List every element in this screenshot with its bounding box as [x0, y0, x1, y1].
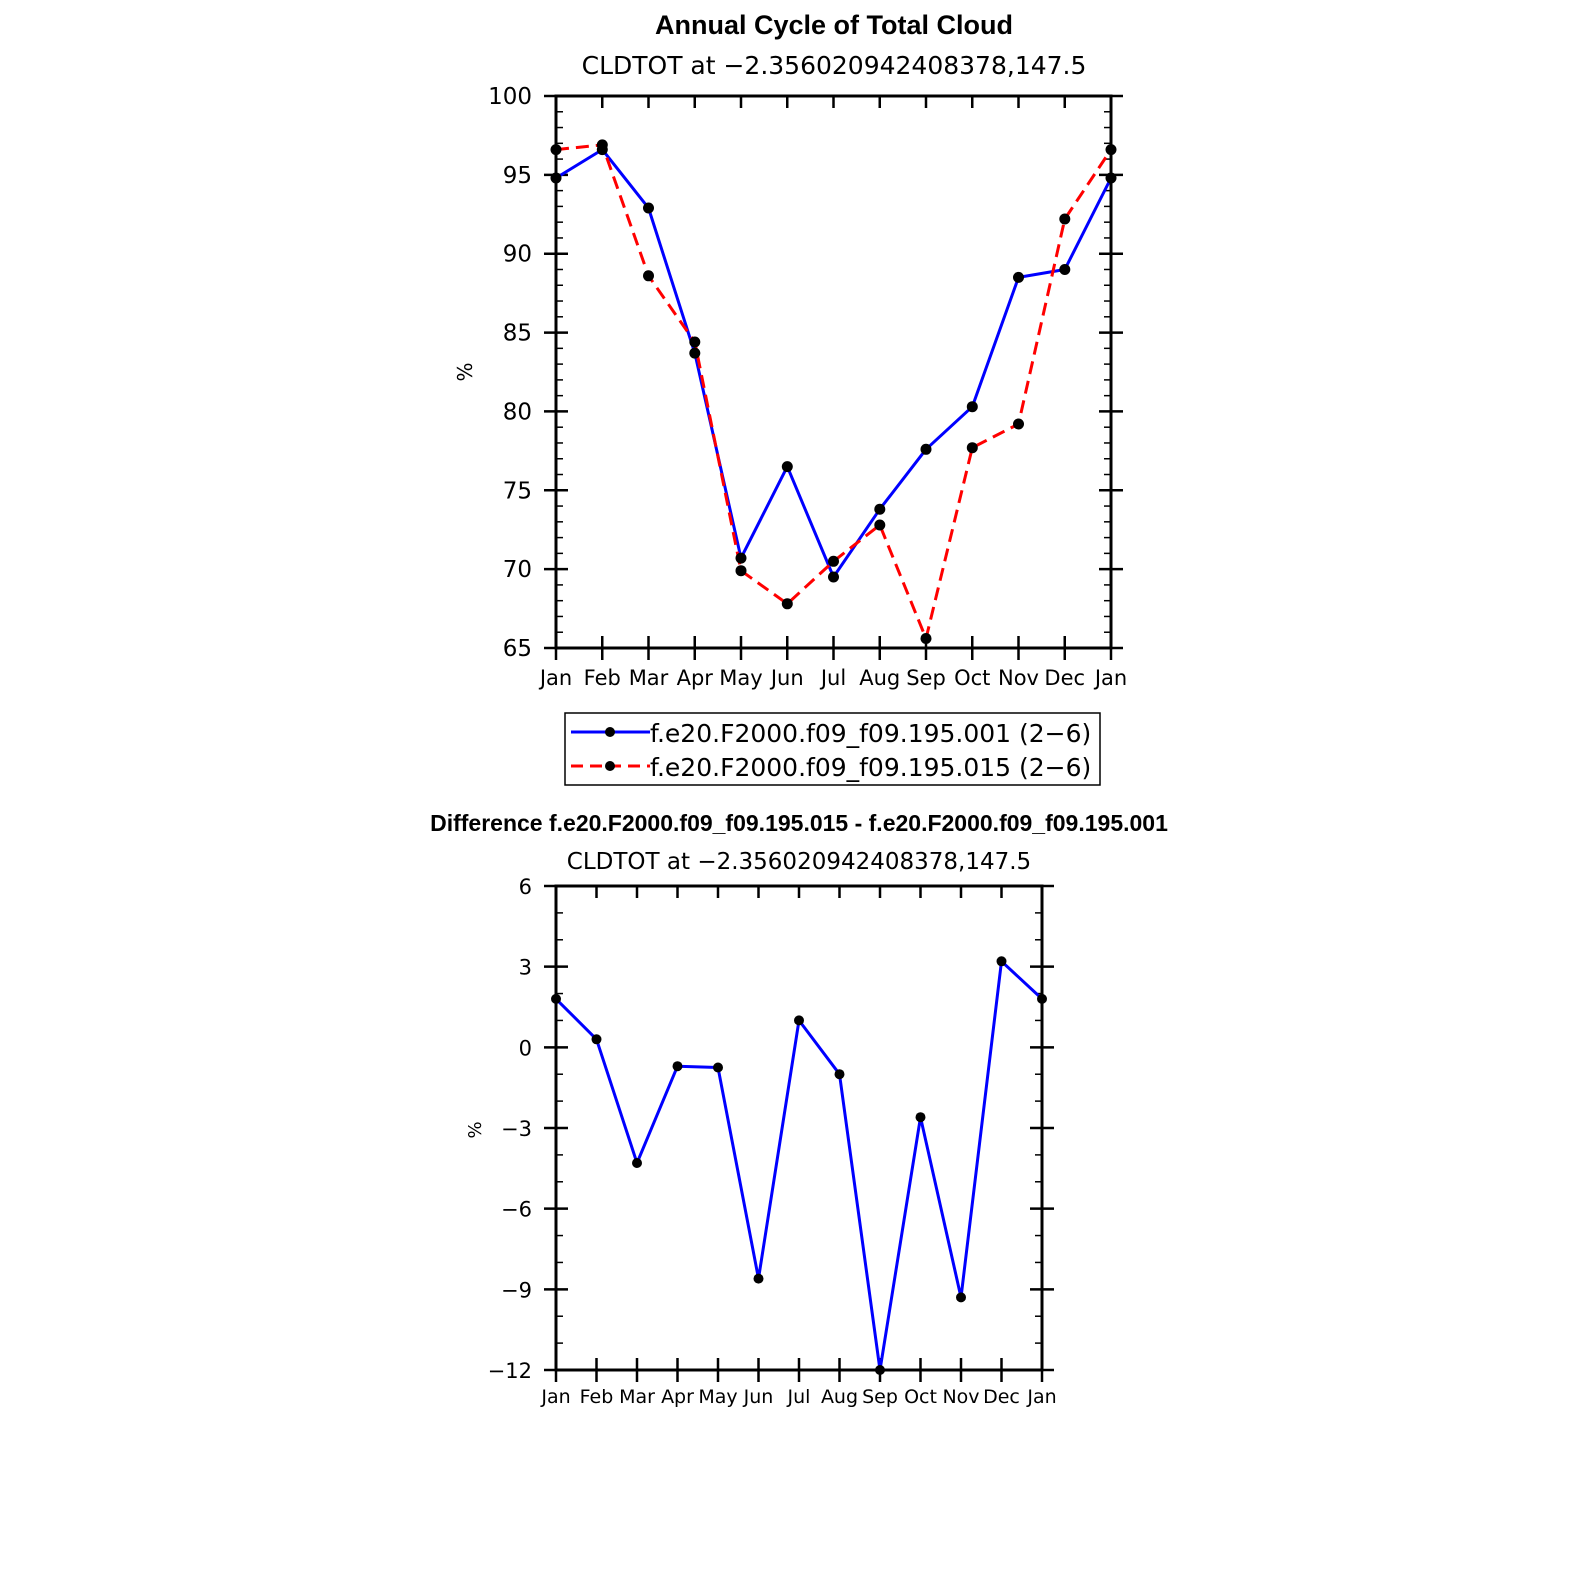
y-tick-label: −12 [488, 1359, 532, 1383]
legend-label-1: f.e20.F2000.f09_f09.195.001 (2−6) [650, 719, 1091, 748]
x-tick-label: Aug [859, 666, 900, 690]
data-point [966, 401, 978, 413]
data-point [1059, 264, 1071, 275]
x-tick-label: Jul [787, 1386, 811, 1408]
legend: f.e20.F2000.f09_f09.195.001 (2−6) f.e20.… [564, 712, 1101, 786]
y-tick-label: 100 [488, 84, 532, 110]
data-point [643, 270, 654, 282]
x-tick-label: Apr [677, 666, 714, 690]
data-point [643, 202, 654, 214]
y-tick-label: 3 [519, 956, 532, 980]
data-point [591, 1034, 602, 1045]
series-markers [550, 139, 1117, 644]
x-tick-label: Dec [1044, 666, 1085, 690]
axes-ticks [544, 884, 1054, 1382]
x-tick-label: Mar [619, 1386, 655, 1408]
data-point [828, 571, 839, 583]
x-tick-label: Jul [819, 666, 846, 690]
x-tick-label: Jun [769, 666, 804, 690]
data-point [834, 1069, 845, 1080]
x-tick-label: May [719, 666, 762, 690]
data-point [1013, 271, 1024, 283]
x-tick-label: Feb [584, 666, 621, 690]
data-point [966, 442, 978, 454]
data-point [874, 519, 886, 531]
x-tick-label: Oct [904, 1386, 937, 1408]
panel-title: Difference f.e20.F2000.f09_f09.195.015 -… [430, 810, 1168, 836]
y-tick-label: 75 [503, 478, 532, 504]
data-point [781, 461, 793, 473]
x-tick-label: Oct [954, 666, 990, 690]
legend-box [564, 712, 1101, 786]
data-point [689, 336, 701, 348]
data-point [632, 1158, 642, 1168]
panel-title: Annual Cycle of Total Cloud [655, 10, 1013, 40]
x-tick-label: Nov [998, 666, 1039, 690]
data-point [713, 1062, 723, 1073]
x-tick-label: Mar [629, 666, 669, 690]
data-point [735, 565, 747, 577]
data-point [1059, 213, 1071, 225]
x-tick-labels: Jan Feb Mar Apr May Jun Jul Aug Sep Oct Nov Dec Jan [538, 666, 1127, 690]
x-tick-label: Jan [540, 1386, 570, 1408]
data-point [735, 552, 747, 564]
data-point [996, 956, 1007, 967]
data-point [672, 1061, 683, 1072]
x-tick-label: Aug [821, 1386, 858, 1408]
y-tick-label: 80 [503, 399, 532, 425]
x-tick-label: Sep [906, 666, 946, 690]
legend-marker-1 [605, 727, 615, 737]
y-axis-label: % [465, 1121, 486, 1138]
y-tick-label: 6 [519, 875, 532, 899]
y-tick-label: 0 [519, 1036, 532, 1060]
y-tick-label: 65 [503, 636, 532, 662]
data-point [956, 1292, 966, 1303]
x-tick-label: Dec [983, 1386, 1020, 1408]
y-tick-label: 95 [503, 163, 532, 189]
y-tick-label: −3 [501, 1117, 532, 1141]
data-point [1013, 418, 1024, 430]
y-tick-labels: −12 −9 −6 −3 0 3 6 [488, 875, 532, 1383]
x-tick-label: Nov [942, 1386, 979, 1408]
data-point [753, 1273, 764, 1284]
data-point [596, 139, 608, 151]
data-point [781, 598, 793, 610]
y-tick-labels: 65 70 75 80 85 90 95 100 [488, 84, 532, 662]
legend-entry-2: f.e20.F2000.f09_f09.195.015 (2−6) [571, 753, 1091, 782]
legend-entry-1: f.e20.F2000.f09_f09.195.001 (2−6) [571, 719, 1091, 748]
x-tick-labels: Jan Feb Mar Apr May Jun Jul Aug Sep Oct Nov Dec Jan [540, 1386, 1056, 1408]
x-tick-label: Jan [538, 666, 572, 690]
plot-frame [554, 94, 1113, 650]
y-tick-label: −9 [501, 1278, 532, 1302]
y-tick-label: 70 [503, 557, 532, 583]
x-tick-label: Jan [1026, 1386, 1056, 1408]
data-point [920, 633, 932, 644]
panel-subtitle: CLDTOT at −2.356020942408378,147.5 [582, 51, 1087, 80]
difference-panel: Difference f.e20.F2000.f09_f09.195.015 -… [430, 810, 1168, 1408]
legend-marker-2 [605, 761, 615, 771]
y-tick-label: 90 [503, 242, 532, 268]
data-point [874, 503, 886, 515]
x-tick-label: Jan [1093, 666, 1127, 690]
plot-frame [554, 884, 1044, 1372]
x-tick-label: Apr [661, 1386, 694, 1408]
x-tick-label: Jun [743, 1386, 774, 1408]
series-line-1 [555, 148, 1113, 579]
x-tick-label: May [698, 1386, 737, 1408]
x-tick-label: Sep [862, 1386, 898, 1408]
y-axis-label: % [453, 362, 477, 381]
y-tick-label: −6 [501, 1198, 532, 1222]
data-point [915, 1112, 926, 1123]
y-tick-label: 85 [503, 321, 532, 347]
series-markers [551, 956, 1047, 1375]
panel-subtitle: CLDTOT at −2.356020942408378,147.5 [567, 849, 1031, 875]
data-point [920, 443, 932, 455]
x-tick-label: Feb [580, 1386, 614, 1408]
data-point [828, 555, 839, 567]
data-point [794, 1015, 804, 1026]
annual-cycle-panel: Annual Cycle of Total Cloud CLDTOT at −2… [453, 10, 1127, 786]
legend-label-2: f.e20.F2000.f09_f09.195.015 (2−6) [650, 753, 1091, 782]
data-point [689, 347, 701, 359]
